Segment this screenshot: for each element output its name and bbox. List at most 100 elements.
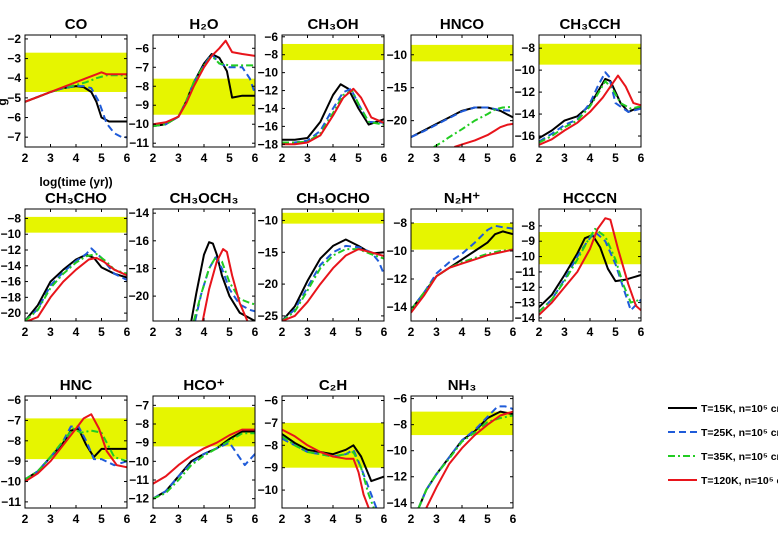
- x-tick-label: 6: [510, 325, 517, 339]
- y-tick-label: −16: [1, 275, 22, 289]
- y-tick-label: −16: [129, 234, 150, 248]
- y-tick-label: −5: [7, 91, 21, 105]
- series-line-3: [282, 248, 384, 321]
- x-tick-label: 6: [252, 151, 259, 165]
- x-tick-label: 6: [381, 512, 388, 526]
- series-line-4: [25, 413, 127, 483]
- x-tick-label: 2: [279, 512, 286, 526]
- observed-abundance-band: [411, 44, 513, 62]
- y-tick-label: −4: [7, 71, 21, 85]
- panel-14: 2 3 4 5 6 −6 −8 −10 −12 −14 NH₃: [387, 377, 517, 526]
- y-tick-label: −10: [1, 227, 22, 241]
- x-tick-label: 5: [612, 151, 619, 165]
- series-line-4: [539, 74, 641, 146]
- series-line-3: [539, 227, 641, 313]
- y-tick-label: −8: [521, 219, 535, 233]
- x-tick-label: 3: [47, 512, 54, 526]
- panel-title: CH₃CCH: [559, 16, 620, 33]
- x-tick-label: 6: [510, 512, 517, 526]
- x-tick-label: 2: [408, 325, 415, 339]
- x-tick-label: 4: [201, 151, 208, 165]
- x-tick-label: 3: [433, 325, 440, 339]
- y-tick-label: −16: [258, 119, 279, 133]
- y-tick-label: −14: [515, 311, 536, 325]
- x-tick-label: 6: [381, 325, 388, 339]
- y-tick-label: −15: [258, 245, 279, 259]
- y-tick-label: −9: [135, 436, 149, 450]
- y-tick-label: −20: [129, 289, 150, 303]
- series-line-2: [25, 85, 127, 139]
- x-tick-label: 6: [638, 325, 645, 339]
- series-line-2: [539, 71, 641, 143]
- y-tick-label: −11: [1, 495, 21, 509]
- series-line-2: [411, 106, 513, 139]
- y-tick-label: −9: [7, 454, 21, 468]
- y-tick-label: −6: [135, 41, 149, 55]
- y-tick-label: −8: [264, 438, 278, 452]
- y-tick-label: −11: [129, 136, 149, 150]
- y-tick-label: −12: [515, 280, 536, 294]
- x-tick-label: 3: [433, 151, 440, 165]
- x-tick-label: 4: [459, 512, 466, 526]
- y-tick-label: −7: [135, 398, 149, 412]
- y-tick-label: −20: [1, 306, 22, 320]
- series-line-1: [539, 77, 641, 140]
- y-tick-label: −14: [258, 101, 279, 115]
- y-tick-label: −25: [258, 309, 279, 323]
- y-tick-label: −8: [393, 418, 407, 432]
- series-line-3: [25, 253, 127, 321]
- y-tick-label: −11: [515, 265, 535, 279]
- x-tick-label: 3: [47, 151, 54, 165]
- y-tick-label: −8: [135, 79, 149, 93]
- observed-abundance-band: [25, 216, 127, 233]
- series-line-2: [153, 441, 255, 500]
- panel-2: 2 3 4 5 6 −6 −7 −8 −9 −10 −11 H₂O: [129, 16, 259, 165]
- observed-abundance-band: [153, 407, 255, 447]
- x-tick-label: 4: [459, 151, 466, 165]
- x-tick-label: 3: [561, 151, 568, 165]
- x-tick-label: 4: [73, 512, 80, 526]
- y-tick-label: −3: [7, 52, 21, 66]
- series-line-4: [425, 410, 513, 508]
- y-tick-label: −8: [393, 216, 407, 230]
- y-tick-label: −14: [129, 206, 150, 220]
- y-axis-label-fragment: g: [0, 98, 9, 105]
- x-tick-label: 6: [124, 325, 131, 339]
- x-tick-label: 2: [279, 325, 286, 339]
- series-line-1: [282, 433, 384, 483]
- x-tick-label: 4: [73, 151, 80, 165]
- y-tick-label: −7: [7, 130, 21, 144]
- x-tick-label: 3: [433, 512, 440, 526]
- y-tick-label: −20: [387, 114, 408, 128]
- panel-8: 2 3 4 5 6 −10 −15 −20 −25 CH₃OCHO: [258, 190, 388, 339]
- x-tick-label: 6: [510, 151, 517, 165]
- series-line-2: [194, 256, 255, 321]
- y-tick-label: −10: [387, 444, 408, 458]
- legend-label: T=35K, n=10⁵ cm⁻³: [701, 451, 778, 463]
- y-tick-label: −10: [258, 213, 279, 227]
- y-tick-label: −6: [393, 392, 407, 406]
- x-tick-label: 5: [355, 325, 362, 339]
- x-tick-label: 6: [252, 325, 259, 339]
- series-line-3: [192, 256, 255, 321]
- panel-3: 2 3 4 5 6 −6 −8 −10 −12 −14 −16 −18 CH₃OH: [258, 16, 388, 165]
- y-tick-label: −12: [1, 243, 22, 257]
- legend: T=15K, n=10⁵ cm⁻³ T=25K, n=10⁵ cm⁻³ T=35K,…: [668, 403, 778, 487]
- series-line-3: [411, 248, 513, 311]
- panel-title: HNC: [60, 377, 93, 394]
- series-line-4: [27, 256, 127, 321]
- series-line-3: [153, 432, 255, 500]
- x-tick-label: 3: [175, 512, 182, 526]
- x-tick-label: 3: [175, 151, 182, 165]
- y-tick-label: −9: [135, 98, 149, 112]
- x-tick-label: 3: [175, 325, 182, 339]
- x-tick-label: 5: [226, 151, 233, 165]
- x-tick-label: 3: [304, 151, 311, 165]
- observed-abundance-band: [539, 43, 641, 65]
- y-tick-label: −14: [515, 107, 536, 121]
- x-tick-label: 2: [150, 512, 157, 526]
- y-tick-label: −10: [387, 48, 408, 62]
- observed-abundance-band: [411, 411, 513, 436]
- legend-label: T=25K, n=10⁵ cm⁻³: [701, 427, 778, 439]
- x-tick-label: 6: [124, 512, 131, 526]
